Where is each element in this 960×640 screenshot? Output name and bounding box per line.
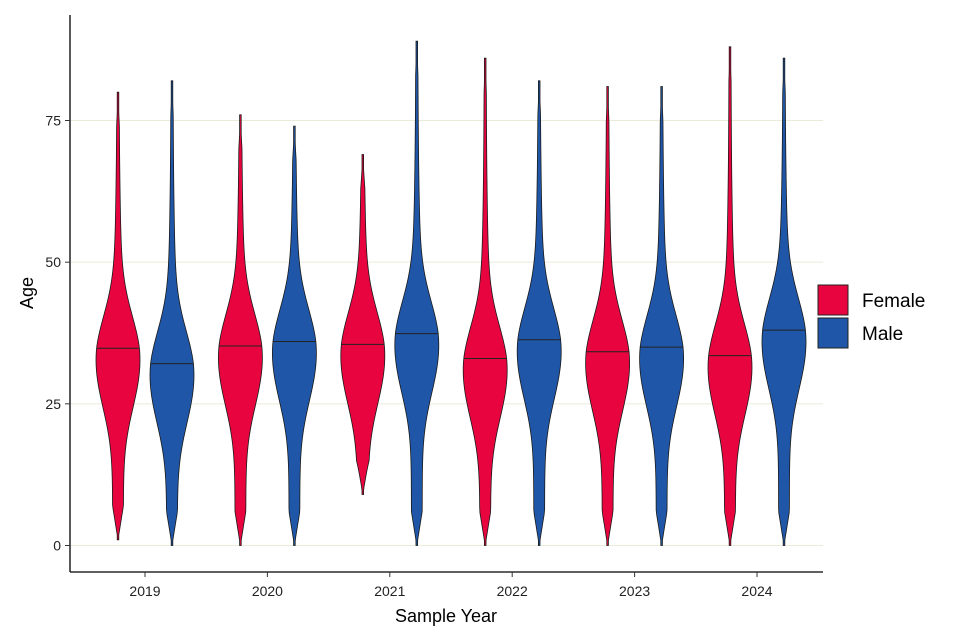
x-tick-label: 2021 [374, 583, 405, 599]
legend-label-female: Female [862, 291, 925, 312]
violin-male-2023 [639, 86, 685, 546]
legend-swatch-female [817, 284, 849, 316]
axes [69, 15, 823, 573]
x-axis-title: Sample Year [395, 606, 497, 626]
y-tick-label: 25 [45, 396, 61, 412]
y-axis-title: Age [17, 277, 37, 309]
x-tick-label: 2019 [129, 583, 160, 599]
x-tick-label: 2023 [619, 583, 650, 599]
x-tick-label: 2022 [497, 583, 528, 599]
legend-label-male: Male [862, 324, 903, 345]
x-tick-label: 2024 [741, 583, 772, 599]
x-tick-label: 2020 [252, 583, 283, 599]
violin-female-2024 [707, 46, 753, 546]
y-tick-label: 75 [45, 113, 61, 129]
y-axis-ticks: 0 25 50 75 [45, 113, 70, 554]
violin-plot-area [95, 40, 807, 546]
violin-female-2022 [462, 57, 508, 546]
grid-lines [70, 120, 823, 546]
legend-swatch-male [817, 317, 849, 349]
violin-female-2019 [95, 91, 141, 541]
violin-male-2022 [516, 80, 562, 546]
y-tick-label: 0 [53, 538, 61, 554]
x-axis-ticks: 2019 2020 2021 2022 2023 2024 [129, 572, 773, 599]
violin-male-2024 [761, 57, 807, 546]
violin-male-2020 [271, 125, 317, 546]
violin-male-2019 [149, 80, 195, 546]
violin-female-2020 [217, 114, 263, 546]
legend: Female Male [817, 284, 925, 349]
y-tick-label: 50 [45, 254, 61, 270]
violin-female-2023 [585, 86, 631, 546]
violin-female-2021 [340, 154, 386, 495]
violin-male-2021 [394, 40, 440, 546]
